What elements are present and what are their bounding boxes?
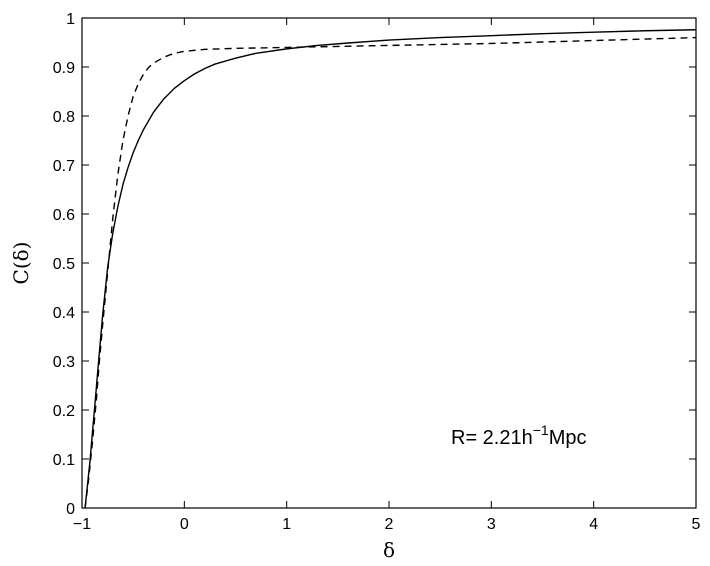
x-axis-label: δ [383,538,395,562]
annotation-prefix: R= 2.21h [451,427,533,449]
y-tick-label: 0.2 [53,403,75,420]
y-tick-label: 0.1 [53,452,75,469]
x-tick-label: 2 [385,516,394,533]
y-tick-label: 1 [66,11,75,28]
y-tick-label: 0.4 [53,305,75,322]
tick-marks [81,17,697,509]
y-tick-labels: 0 0.1 0.2 0.3 0.4 0.5 0.6 0.7 0.8 0.9 1 [53,11,75,518]
y-tick-label: 0.7 [53,158,75,175]
plot-area [81,17,697,509]
x-tick-label: −1 [73,516,91,533]
y-tick-label: 0.9 [53,60,75,77]
x-tick-label: 4 [589,516,598,533]
x-tick-label: 0 [180,516,189,533]
series-line-solid [84,29,697,509]
y-tick-label: 0.5 [53,256,75,273]
annotation-suffix: Mpc [549,427,587,449]
annotation-text: R= 2.21h−1Mpc [451,422,587,449]
series-layer [84,29,697,509]
x-tick-label: 1 [282,516,291,533]
y-axis-label: C(δ) [9,242,33,285]
x-tick-label: 3 [487,516,496,533]
annotation-superscript: −1 [533,422,549,438]
y-tick-label: 0.8 [53,109,75,126]
x-tick-label: 5 [692,516,701,533]
y-tick-label: 0 [66,501,75,518]
y-tick-label: 0.6 [53,207,75,224]
y-tick-label: 0.3 [53,354,75,371]
x-tick-labels: −1 0 1 2 3 4 5 [73,516,701,533]
